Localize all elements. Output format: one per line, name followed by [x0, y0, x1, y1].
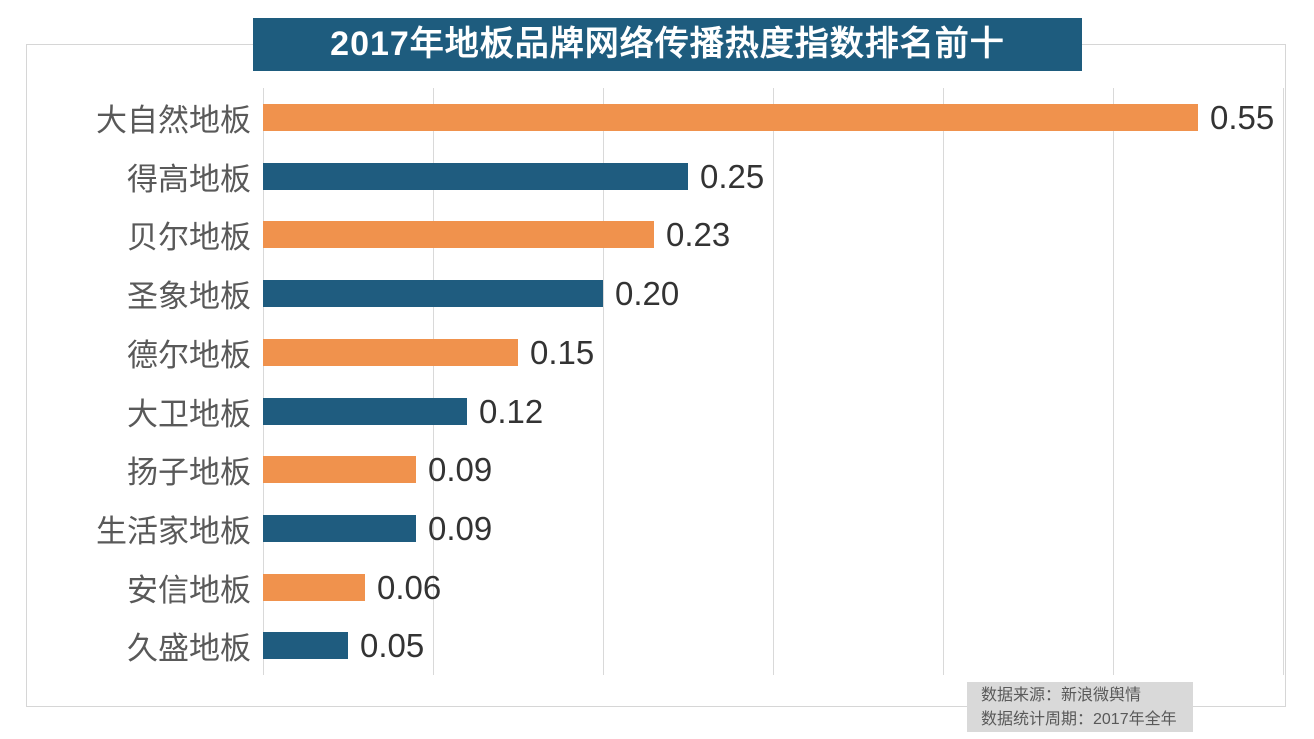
bar — [263, 632, 348, 659]
value-label: 0.06 — [377, 568, 442, 606]
bar-row: 圣象地板 0.20 — [0, 264, 1314, 323]
category-label: 德尔地板 — [127, 338, 251, 373]
category-label: 生活家地板 — [96, 514, 251, 549]
bar-track: 0.15 — [263, 334, 1314, 372]
bar-row: 安信地板 0.06 — [0, 558, 1314, 617]
bar-row: 得高地板 0.25 — [0, 147, 1314, 206]
category-label: 大卫地板 — [127, 397, 251, 432]
vertical-gridline — [773, 88, 774, 675]
bar-track: 0.06 — [263, 569, 1314, 607]
bar-track: 0.20 — [263, 275, 1314, 313]
bar — [263, 398, 467, 425]
bar-track: 0.09 — [263, 510, 1314, 548]
value-label: 0.12 — [479, 392, 544, 430]
value-label: 0.09 — [428, 450, 493, 488]
bar — [263, 456, 416, 483]
bar-track: 0.25 — [263, 158, 1314, 196]
bar-track: 0.12 — [263, 393, 1314, 431]
bar-row: 扬子地板 0.09 — [0, 440, 1314, 499]
plot-area — [263, 88, 1284, 675]
vertical-gridline — [263, 88, 264, 675]
bar — [263, 104, 1198, 131]
value-label: 0.55 — [1210, 98, 1275, 136]
value-label: 0.05 — [360, 626, 425, 664]
category-label: 贝尔地板 — [127, 220, 251, 255]
bar — [263, 339, 518, 366]
bar-row: 贝尔地板 0.23 — [0, 205, 1314, 264]
vertical-gridline — [1283, 88, 1284, 675]
vertical-gridline — [433, 88, 434, 675]
bar — [263, 280, 603, 307]
bar-row: 生活家地板 0.09 — [0, 499, 1314, 558]
bar-rows-container: 大自然地板 0.55 得高地板 0.25 贝尔地板 0.23 圣象地板 0.20 德尔地板 0.1… — [0, 88, 1314, 675]
bar — [263, 515, 416, 542]
bar — [263, 574, 365, 601]
bar-track: 0.09 — [263, 451, 1314, 489]
category-label: 大自然地板 — [96, 103, 251, 138]
bar-row: 久盛地板 0.05 — [0, 616, 1314, 675]
chart-frame-border — [26, 44, 1286, 707]
data-period-line: 数据统计周期：2017年全年 — [981, 711, 1177, 728]
value-label: 0.15 — [530, 333, 595, 371]
category-label: 圣象地板 — [127, 279, 251, 314]
vertical-gridline — [943, 88, 944, 675]
value-label: 0.09 — [428, 509, 493, 547]
bar — [263, 163, 688, 190]
value-label: 0.23 — [666, 215, 731, 253]
bar-track: 0.55 — [263, 99, 1314, 137]
vertical-gridline — [1113, 88, 1114, 675]
value-label: 0.25 — [700, 157, 765, 195]
bar-row: 大卫地板 0.12 — [0, 382, 1314, 441]
bar-track: 0.23 — [263, 216, 1314, 254]
data-source-note: 数据来源：新浪微舆情 数据统计周期：2017年全年 — [967, 682, 1193, 732]
bar-track: 0.05 — [263, 627, 1314, 665]
data-source-line: 数据来源：新浪微舆情 — [981, 687, 1142, 704]
bar-row: 德尔地板 0.15 — [0, 323, 1314, 382]
bar — [263, 221, 654, 248]
category-label: 安信地板 — [127, 573, 251, 608]
chart-title: 2017年地板品牌网络传播热度指数排名前十 — [253, 18, 1082, 71]
category-label: 久盛地板 — [127, 631, 251, 666]
vertical-gridline — [603, 88, 604, 675]
value-label: 0.20 — [615, 274, 680, 312]
category-label: 得高地板 — [127, 162, 251, 197]
bar-row: 大自然地板 0.55 — [0, 88, 1314, 147]
category-label: 扬子地板 — [127, 455, 251, 490]
